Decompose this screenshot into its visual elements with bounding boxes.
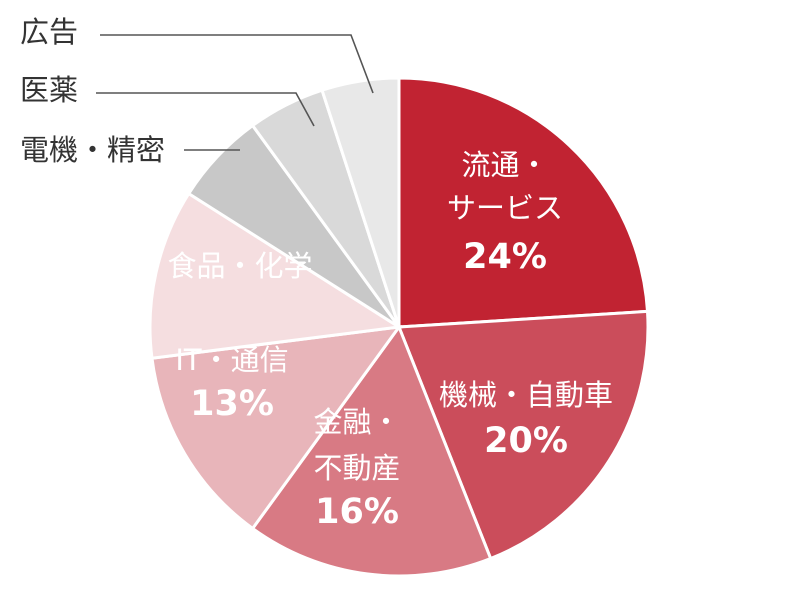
slice-value-label-1: 20%: [484, 421, 568, 461]
slice-label-3-line-0: IT・通信: [175, 343, 288, 377]
slice-label-2-line-1: 不動産: [313, 451, 400, 485]
slice-label-6: 医薬: [20, 73, 78, 107]
leader-line-6: [96, 92, 315, 127]
labels-layer: 流通・サービス 24% 機械・自動車 20% 金融・不動産 16% IT・通信 13% 食品・化…: [20, 15, 613, 532]
slice-label-2-line-0: 金融・: [313, 405, 400, 439]
slice-value-label-3: 13%: [190, 384, 274, 424]
pie-slice-3: [150, 325, 403, 531]
leader-line-7: [100, 34, 374, 94]
pie-slice-1: [396, 309, 650, 561]
slice-label-4-line-0: 食品・化学: [167, 249, 312, 283]
slices-layer: [148, 76, 650, 578]
slice-label-0-line-1: サービス: [447, 191, 563, 225]
pie-slice-0: [397, 76, 650, 329]
slice-value-label-2: 16%: [315, 492, 399, 532]
pie-slice-7: [320, 76, 401, 328]
pie-slice-4: [148, 191, 404, 360]
slice-label-0-line-0: 流通・: [461, 148, 548, 182]
slice-label-1-line-0: 機械・自動車: [439, 378, 613, 412]
slice-label-5: 電機・精密: [20, 133, 165, 167]
slice-value-label-0: 24%: [463, 237, 547, 277]
slice-label-7: 広告: [20, 15, 78, 49]
leader-lines-layer: [96, 34, 374, 151]
pie-slice-2: [250, 323, 493, 578]
